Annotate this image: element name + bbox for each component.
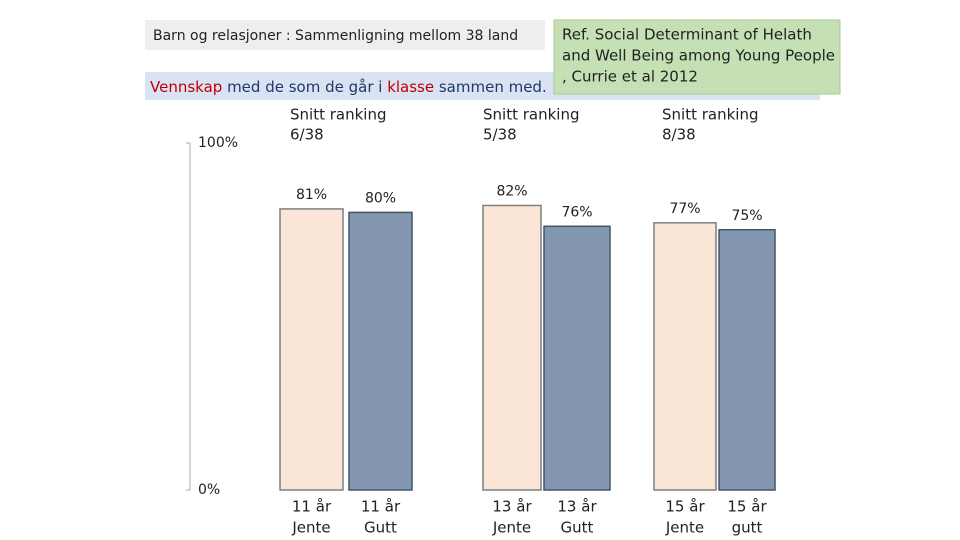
subtitle-part: klasse [387,78,434,96]
group-label: Snitt ranking [662,106,758,124]
subtitle-part: Vennskap [150,78,222,96]
group-label: 5/38 [483,126,517,144]
bar [348,211,413,491]
reference-box [553,19,841,95]
x-tick-label: Jente [492,519,531,537]
y-tick-label: 100% [198,135,238,151]
bar [718,229,776,491]
y-tick-label: 0% [198,482,220,498]
value-label: 82% [496,183,527,199]
value-label: 76% [561,204,592,220]
bar [482,204,542,491]
x-tick-label: Jente [291,519,330,537]
x-tick-label: 13 år [492,498,532,516]
x-tick-label: 13 år [557,498,597,516]
value-label: 77% [669,201,700,217]
x-tick-label: 11 år [361,498,401,516]
subtitle-part: med de som de går i [222,78,387,96]
x-tick-label: Gutt [561,519,594,537]
group-label: Snitt ranking [483,106,579,124]
reference-line: and Well Being among Young People [562,47,835,65]
x-tick-label: Gutt [364,519,397,537]
bar [279,208,344,491]
value-label: 75% [731,208,762,224]
reference-line: Ref. Social Determinant of Helath [562,26,812,44]
x-tick-label: 11 år [292,498,332,516]
x-tick-label: 15 år [727,498,767,516]
bar [653,222,717,491]
subtitle: Vennskap med de som de går i klasse samm… [150,78,547,96]
subtitle-part: sammen med. [434,78,547,96]
x-tick-label: 15 år [665,498,705,516]
value-label: 81% [296,187,327,203]
group-label: 6/38 [290,126,324,144]
x-tick-label: Jente [665,519,704,537]
reference-line: , Currie et al 2012 [562,68,698,86]
bar [543,225,611,491]
value-label: 80% [365,190,396,206]
title-box [145,20,545,50]
group-label: Snitt ranking [290,106,386,124]
x-tick-label: gutt [732,519,763,537]
group-label: 8/38 [662,126,696,144]
chart-title: Barn og relasjoner : Sammenligning mello… [153,28,518,44]
